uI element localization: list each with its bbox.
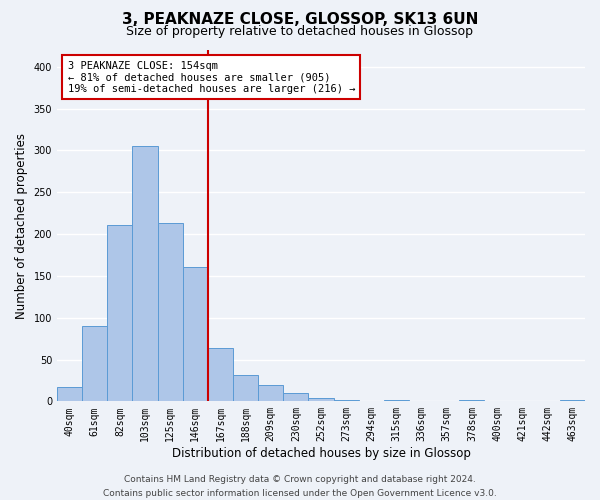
Text: Contains HM Land Registry data © Crown copyright and database right 2024.
Contai: Contains HM Land Registry data © Crown c…: [103, 476, 497, 498]
Bar: [57, 387, 82, 402]
Bar: [208, 348, 233, 402]
Bar: [107, 225, 133, 402]
Bar: [459, 400, 484, 402]
Bar: [334, 400, 359, 402]
Bar: [233, 376, 258, 402]
Bar: [308, 398, 334, 402]
Bar: [183, 268, 208, 402]
X-axis label: Distribution of detached houses by size in Glossop: Distribution of detached houses by size …: [172, 447, 470, 460]
Bar: [384, 400, 409, 402]
Text: 3, PEAKNAZE CLOSE, GLOSSOP, SK13 6UN: 3, PEAKNAZE CLOSE, GLOSSOP, SK13 6UN: [122, 12, 478, 28]
Bar: [283, 393, 308, 402]
Text: 3 PEAKNAZE CLOSE: 154sqm
← 81% of detached houses are smaller (905)
19% of semi-: 3 PEAKNAZE CLOSE: 154sqm ← 81% of detach…: [68, 60, 355, 94]
Bar: [560, 400, 585, 402]
Bar: [133, 146, 158, 402]
Bar: [258, 384, 283, 402]
Y-axis label: Number of detached properties: Number of detached properties: [15, 132, 28, 318]
Bar: [82, 326, 107, 402]
Text: Size of property relative to detached houses in Glossop: Size of property relative to detached ho…: [127, 25, 473, 38]
Bar: [158, 223, 183, 402]
